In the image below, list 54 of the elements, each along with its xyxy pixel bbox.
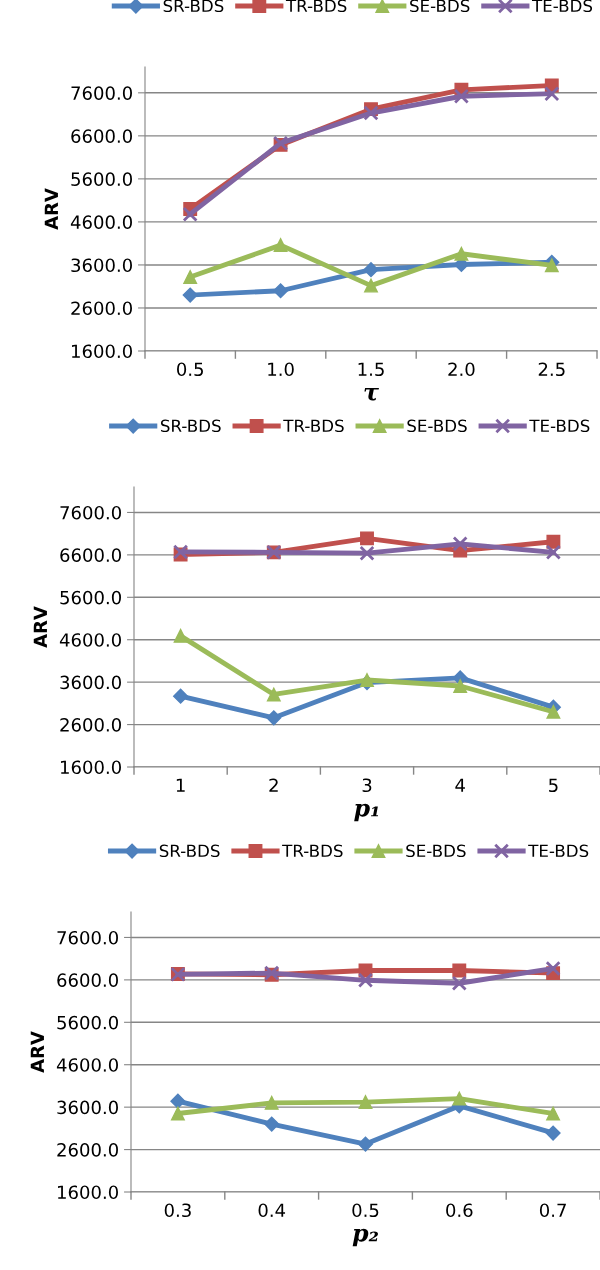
x-tick-label: 0.7 xyxy=(539,1203,566,1218)
x-tick-label: 3 xyxy=(362,778,372,793)
y-tick-label: 7600.0 xyxy=(60,505,121,520)
legend-label: SR-BDS xyxy=(160,419,221,433)
y-tick-label: 4600.0 xyxy=(59,633,121,647)
x-tick-label: 0.3 xyxy=(164,1203,191,1218)
x-tick-label: 1.5 xyxy=(358,362,384,377)
y-tick-label: 7600.0 xyxy=(71,86,132,100)
y-tick-label: 5600.0 xyxy=(71,172,132,186)
y-tick-label: 5600.0 xyxy=(57,1015,118,1030)
y-tick-label: 1600.0 xyxy=(58,1185,118,1200)
legend-label: TE-BDS xyxy=(531,0,593,13)
legend-label: SE-BDS xyxy=(410,0,470,13)
x-tick-label: 0.4 xyxy=(258,1203,286,1218)
y-tick-label: 3600.0 xyxy=(57,1100,118,1115)
x-tick-label: 1 xyxy=(176,778,185,792)
y-axis-title: ARV xyxy=(33,606,47,648)
y-tick-label: 2600.0 xyxy=(71,301,132,316)
y-tick-label: 1600.0 xyxy=(61,760,121,775)
x-tick-label: 2 xyxy=(269,778,278,792)
x-axis-title: τ xyxy=(364,388,379,401)
legend-label: SR-BDS xyxy=(159,844,220,858)
x-tick-label: 0.5 xyxy=(177,362,203,377)
legend-label: TR-BDS xyxy=(282,844,343,858)
y-tick-label: 3600.0 xyxy=(71,258,132,273)
legend-label: SR-BDS xyxy=(163,0,224,13)
x-tick-label: 2.0 xyxy=(448,362,475,377)
legend-label: TE-BDS xyxy=(528,844,589,858)
legend-label: TE-BDS xyxy=(529,419,590,433)
x-tick-label: 2.5 xyxy=(538,362,565,377)
y-axis-title: ARV xyxy=(30,1031,44,1073)
y-tick-label: 6600.0 xyxy=(71,129,132,143)
y-tick-label: 4600.0 xyxy=(56,1058,118,1072)
legend-label: SE-BDS xyxy=(407,419,467,433)
legend-label: TR-BDS xyxy=(285,0,347,13)
x-tick-label: 0.5 xyxy=(352,1203,379,1218)
y-tick-label: 3600.0 xyxy=(60,675,121,690)
y-tick-label: 1600.0 xyxy=(72,344,132,359)
x-tick-label: 5 xyxy=(549,778,558,793)
x-tick-label: 4 xyxy=(455,778,465,792)
x-axis-title: p₂ xyxy=(352,1228,378,1247)
y-tick-label: 2600.0 xyxy=(57,1143,118,1157)
legend-label: TR-BDS xyxy=(283,419,344,433)
y-tick-label: 7600.0 xyxy=(57,930,118,945)
x-tick-label: 0.6 xyxy=(446,1203,473,1218)
y-tick-label: 2600.0 xyxy=(60,718,121,732)
y-tick-label: 4600.0 xyxy=(70,215,132,230)
y-tick-label: 6600.0 xyxy=(60,548,121,562)
y-tick-label: 6600.0 xyxy=(57,973,118,987)
x-axis-title: p₁ xyxy=(354,803,379,822)
x-tick-label: 1.0 xyxy=(268,362,294,377)
legend-label: SE-BDS xyxy=(406,844,466,858)
y-axis-title: ARV xyxy=(44,188,58,230)
y-tick-label: 5600.0 xyxy=(60,590,121,605)
